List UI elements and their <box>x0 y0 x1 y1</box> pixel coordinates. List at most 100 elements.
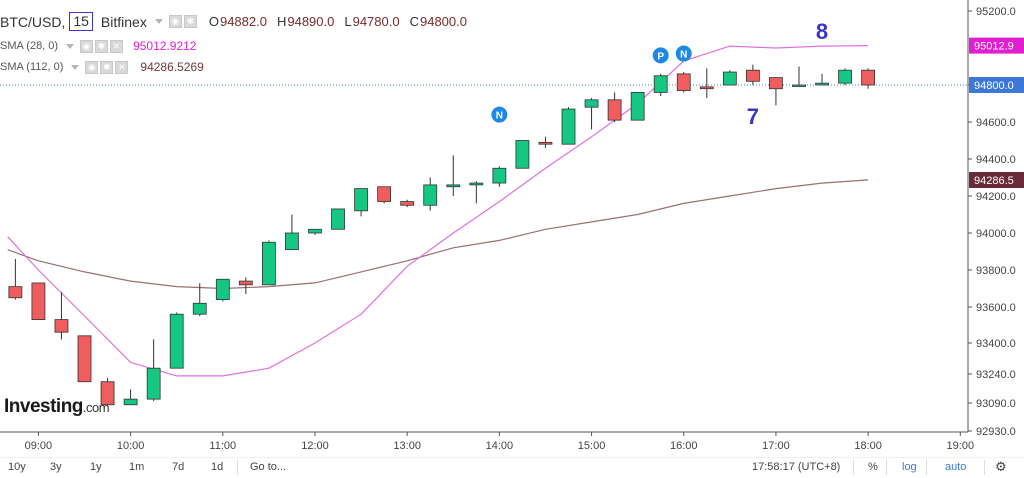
ohlc-value: 94882.0 <box>219 14 267 29</box>
candle-body <box>285 232 299 251</box>
indicator-value: 95012.9212 <box>133 39 197 53</box>
auto-toggle[interactable]: auto <box>945 461 967 473</box>
candle-body <box>515 140 530 169</box>
x-tick-label: 10:00 <box>117 440 145 452</box>
candle-body <box>492 167 507 184</box>
candle-body <box>238 280 253 286</box>
ohlc-values: O94882.0 H94890.0 L94780.0 C94800.0 <box>199 14 467 29</box>
divider <box>926 460 927 475</box>
candle-body <box>192 302 207 315</box>
goto-button[interactable]: Go to... <box>250 461 287 473</box>
candle-body <box>354 188 368 212</box>
event-marker-label: N <box>680 50 687 61</box>
ohlc-value: 94890.0 <box>287 14 335 29</box>
clock-time: 17:58:17 (UTC+8) <box>752 461 841 473</box>
eye-icon[interactable]: ◉ <box>85 60 99 74</box>
chevron-down-icon[interactable] <box>154 19 163 24</box>
last-price-tag: 94800.0 <box>974 80 1014 92</box>
range-1d[interactable]: 1d <box>211 461 224 473</box>
divider <box>237 460 238 475</box>
range-3y[interactable]: 3y <box>50 461 62 473</box>
ohlc-value: 94780.0 <box>352 14 400 29</box>
range-1m[interactable]: 1m <box>129 461 145 473</box>
y-tick-label: 94600.0 <box>976 117 1016 129</box>
ohlc-value: 94800.0 <box>419 14 467 29</box>
candle-body <box>469 182 484 186</box>
eye-icon[interactable]: ◉ <box>80 39 94 53</box>
ohlc-key: L <box>344 14 352 29</box>
gear-icon[interactable]: ✱ <box>95 39 109 53</box>
candle-body <box>123 398 138 406</box>
sma-28-line <box>7 45 869 377</box>
range-7d[interactable]: 7d <box>172 461 185 473</box>
x-tick-label: 11:00 <box>209 440 236 452</box>
chevron-down-icon[interactable] <box>71 64 80 70</box>
close-icon[interactable]: ✕ <box>115 60 129 74</box>
ohlc-key: H <box>276 14 287 29</box>
y-tick-label: 93090.0 <box>976 398 1016 410</box>
symbol-legend: BTC/USD, 15 Bitfinex ◉ ✱ O94882.0 H94890.… <box>0 12 467 31</box>
indicator-name[interactable]: SMA (28, 0) <box>0 40 59 52</box>
chevron-down-icon[interactable] <box>66 43 75 49</box>
log-toggle[interactable]: log <box>902 461 917 473</box>
range-10y[interactable]: 10y <box>8 461 26 473</box>
price-tag-bg <box>969 171 1024 188</box>
event-marker-label: P <box>657 51 664 62</box>
candle-body <box>699 86 714 90</box>
range-1y[interactable]: 1y <box>90 461 102 473</box>
y-tick-label: 94000.0 <box>976 228 1016 240</box>
indicator-name[interactable]: SMA (112, 0) <box>0 61 64 73</box>
event-marker <box>675 45 692 62</box>
candle-body <box>423 184 438 206</box>
candle-body <box>722 71 737 86</box>
gear-icon[interactable]: ✱ <box>100 60 114 74</box>
sma-112-line <box>7 179 869 290</box>
candle-body <box>745 69 760 82</box>
event-marker-label: N <box>496 111 503 122</box>
price-tag: 94286.5 <box>974 175 1014 187</box>
candle-body <box>308 228 322 234</box>
candle-body <box>861 69 876 86</box>
indicator-row-sma-112: SMA (112, 0) ◉ ✱ ✕ 94286.5269 <box>0 60 204 74</box>
symbol-label[interactable]: BTC/USD, <box>0 13 66 30</box>
candle-body <box>838 69 852 84</box>
gear-icon[interactable]: ✱ <box>183 15 197 28</box>
candle-body <box>169 313 184 369</box>
candle-body <box>815 82 829 86</box>
candle-body <box>653 75 668 93</box>
last-price-tag-bg <box>969 77 1024 93</box>
indicator-row-sma-28: SMA (28, 0) ◉ ✱ ✕ 95012.9212 <box>0 39 196 53</box>
ohlc-key: O <box>208 14 219 29</box>
x-tick-label: 14:00 <box>486 440 514 452</box>
eye-icon[interactable]: ◉ <box>168 15 182 28</box>
divider <box>984 460 985 475</box>
bottom-toolbar: 10y 3y 1y 1m 7d 1d Go to... 17:58:17 (UT… <box>0 458 1024 478</box>
candle-body <box>215 278 230 301</box>
close-icon[interactable]: ✕ <box>110 39 124 53</box>
candle-body <box>607 99 622 121</box>
y-tick-label: 92930.0 <box>976 426 1016 438</box>
percent-toggle[interactable]: % <box>868 461 878 473</box>
candle-body <box>77 335 92 383</box>
x-tick-label: 12:00 <box>301 440 329 452</box>
candle-body <box>769 77 783 90</box>
candle-body <box>584 99 599 108</box>
price-chart[interactable]: 95200.0 94800.0 94600.0 94400.0 94200.0 94000… <box>0 0 1024 458</box>
candle-body <box>446 184 461 188</box>
candle-body <box>31 282 46 321</box>
exchange-label: Bitfinex <box>100 13 147 30</box>
y-tick-label: 93600.0 <box>976 302 1016 314</box>
y-tick-label: 94400.0 <box>976 154 1016 166</box>
candle-body <box>146 367 161 400</box>
candle-body <box>377 186 392 202</box>
divider <box>886 460 887 475</box>
x-tick-label: 16:00 <box>670 440 698 452</box>
x-tick-label: 15:00 <box>578 440 606 452</box>
candle-body <box>676 73 691 91</box>
candle-body <box>792 84 806 87</box>
x-tick-label: 09:00 <box>25 440 53 452</box>
candle-body <box>54 319 69 333</box>
interval-box[interactable]: 15 <box>69 12 93 31</box>
settings-gear-icon[interactable]: ⚙ <box>995 459 1007 474</box>
y-tick-label: 93400.0 <box>976 338 1016 350</box>
